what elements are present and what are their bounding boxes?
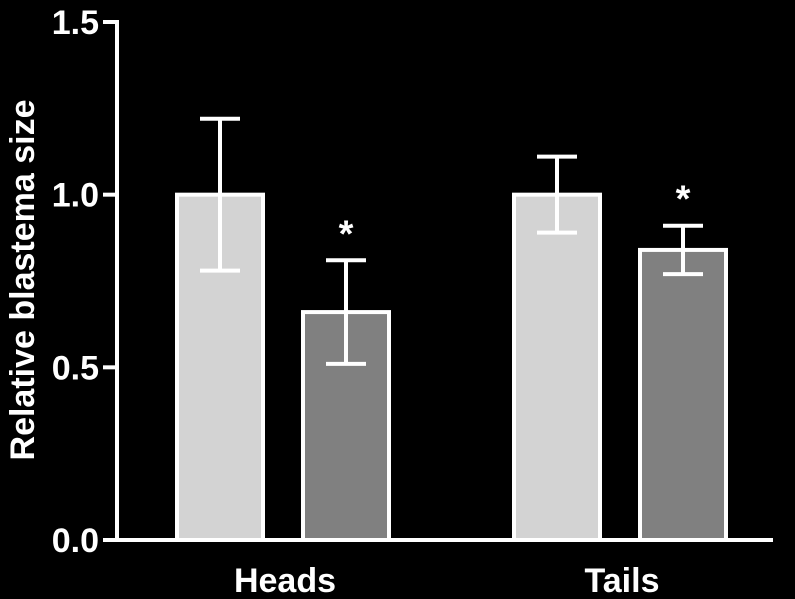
error-bars-layer [200, 116, 703, 366]
bars-layer [175, 192, 728, 543]
axes-layer [115, 20, 773, 542]
bar [638, 247, 728, 542]
significance-marker: * [676, 179, 691, 221]
y-tick-label: 1.5 [52, 4, 99, 42]
x-category-label: Tails [585, 562, 660, 599]
y-tick-label: 0.5 [52, 349, 99, 387]
significance-annotations: ** [339, 179, 691, 256]
y-tick-label: 1.0 [52, 177, 99, 215]
bar [512, 192, 602, 543]
significance-marker: * [339, 213, 354, 255]
y-axis-title: Relative blastema size [4, 100, 42, 461]
y-ticks-layer: 0.0 0.5 1.0 1.5 [52, 4, 117, 560]
x-category-label: Heads [234, 562, 336, 599]
x-category-labels: Heads Tails [234, 562, 660, 599]
y-tick-label: 0.0 [52, 522, 99, 560]
